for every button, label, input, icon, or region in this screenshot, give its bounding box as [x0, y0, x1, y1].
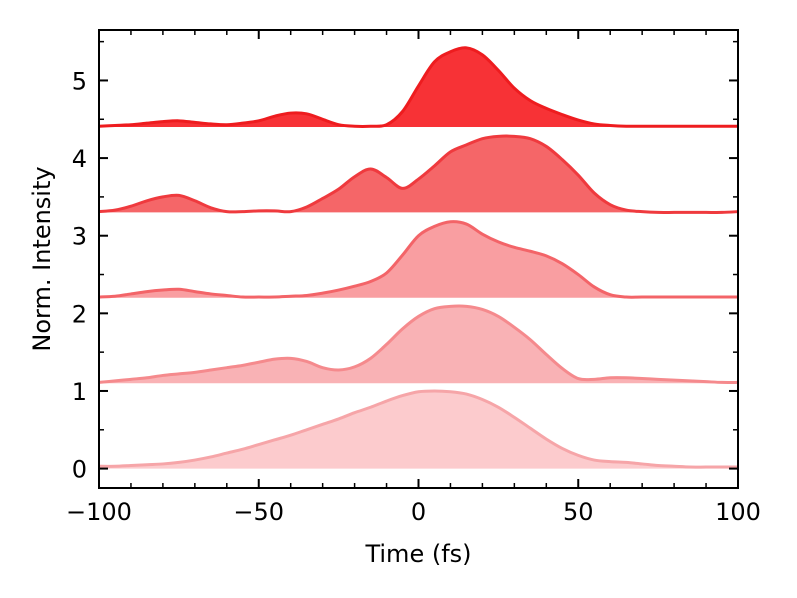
y-tick-label: 4 [72, 145, 87, 173]
x-axis-label: Time (fs) [364, 540, 471, 568]
x-tick-label: 100 [715, 498, 761, 526]
series-layer [98, 46, 739, 469]
trace-1-line [98, 389, 738, 469]
y-tick-label: 0 [72, 456, 87, 484]
x-tick-label: 0 [411, 498, 426, 526]
y-tick-label: 1 [72, 378, 87, 406]
trace-2-line [98, 304, 739, 384]
ticks-layer: −100 −50 0 50 100 0 1 2 3 4 5 [66, 30, 761, 526]
y-tick-label: 2 [72, 300, 87, 328]
y-tick-label: 5 [72, 67, 87, 95]
trace-5-line [98, 46, 738, 128]
trace-4-line [98, 134, 739, 214]
plot-frame [98, 29, 739, 489]
y-axis-label: Norm. Intensity [28, 166, 56, 351]
trace-3-line [98, 220, 738, 299]
trace-2-area [99, 306, 738, 384]
x-tick-label: −50 [233, 498, 284, 526]
y-tick-label: 3 [72, 223, 87, 251]
trace-3-area [99, 221, 738, 298]
trace-4-area [99, 136, 738, 213]
x-tick-label: 50 [563, 498, 594, 526]
x-tick-label: −100 [66, 498, 132, 526]
trace-1-area [99, 390, 738, 469]
